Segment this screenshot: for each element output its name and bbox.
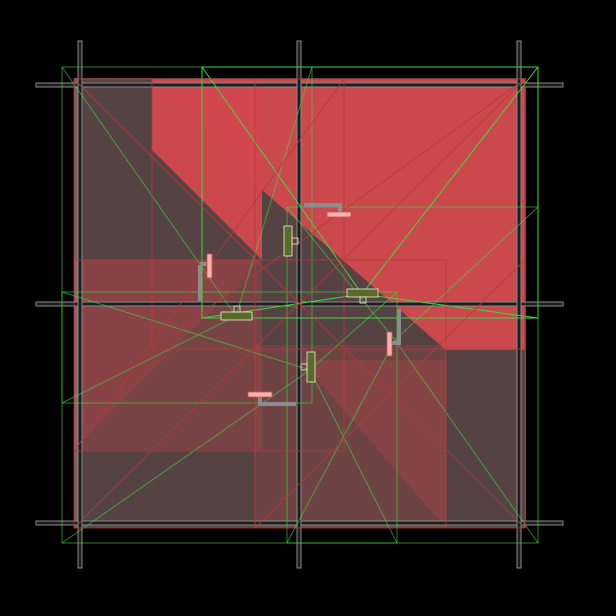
connector-right: [397, 309, 401, 345]
green-diag-11: [309, 369, 398, 544]
green-diag-2: [361, 66, 539, 295]
connector-top-drop: [338, 206, 342, 214]
scene-markers: [198, 203, 401, 406]
green-diag-12: [286, 206, 396, 341]
connector-bottom: [258, 402, 296, 406]
red-diag-6: [254, 259, 526, 529]
marker-right[interactable]: [386, 309, 401, 357]
marker-bottom-bar[interactable]: [247, 391, 273, 398]
green-box-left: [61, 66, 313, 404]
marker-center-left-bar[interactable]: [283, 225, 293, 257]
lit-surface-lower-right: [255, 345, 446, 528]
marker-center-bar[interactable]: [346, 288, 379, 298]
marker-left-bar[interactable]: [206, 253, 213, 279]
green-diag-6: [235, 66, 313, 317]
marker-mid-left[interactable]: [220, 305, 253, 321]
green-diag-15: [394, 206, 539, 341]
green-diag-14: [286, 339, 396, 544]
rail-right[interactable]: [516, 40, 522, 569]
green-diag-7: [61, 315, 237, 404]
marker-left[interactable]: [198, 253, 213, 301]
marker-lower[interactable]: [300, 351, 316, 383]
marker-center-tab[interactable]: [359, 296, 367, 304]
green-diag-10: [61, 369, 311, 544]
connector-left: [198, 265, 202, 301]
green-box-right: [286, 206, 539, 544]
connector-bottom-rise: [258, 396, 262, 404]
lit-surface-wedge: [152, 79, 262, 190]
green-diag-8: [61, 291, 311, 371]
marker-lower-bar[interactable]: [306, 351, 316, 383]
green-diag-1: [201, 66, 363, 295]
green-wireframe: [61, 66, 539, 544]
lit-surface-lower-right-wedge: [300, 360, 446, 528]
green-diag-13: [394, 339, 539, 544]
marker-mid-left-bar[interactable]: [220, 311, 253, 321]
connector-top: [304, 203, 342, 207]
marker-top[interactable]: [304, 203, 352, 218]
green-box-top: [201, 66, 539, 319]
marker-lower-tab[interactable]: [300, 363, 308, 371]
green-box-bottom: [61, 291, 398, 544]
green-diag-4: [361, 293, 539, 319]
marker-center[interactable]: [346, 288, 379, 304]
rail-left[interactable]: [77, 40, 83, 569]
marker-top-bar[interactable]: [326, 211, 352, 218]
marker-mid-left-tab[interactable]: [233, 305, 241, 313]
red-box-right: [254, 78, 526, 529]
marker-bottom[interactable]: [247, 391, 296, 406]
marker-right-bar[interactable]: [386, 331, 393, 357]
connector-left-arm: [200, 262, 208, 266]
red-diag-3: [73, 78, 301, 305]
green-diag-9: [309, 291, 398, 371]
red-wireframe: [73, 78, 526, 529]
marker-center-left[interactable]: [283, 225, 299, 257]
marker-center-left-tab[interactable]: [291, 237, 299, 245]
connector-right-arm: [392, 341, 400, 345]
